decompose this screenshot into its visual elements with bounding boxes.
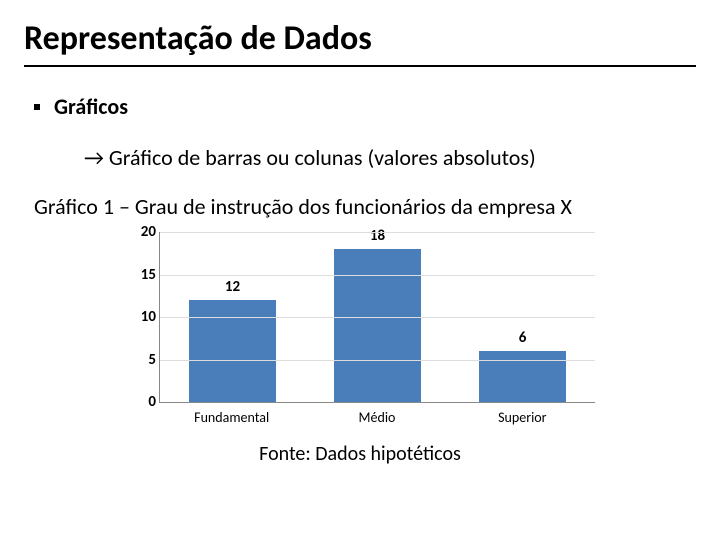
title-underline: [24, 65, 696, 67]
chart-y-tick: 5: [132, 351, 156, 369]
chart-caption: Gráfico 1 – Grau de instrução dos funcio…: [34, 193, 720, 220]
chart-y-tick: 15: [132, 266, 156, 284]
chart-gridline: [160, 360, 595, 361]
chart-bar: [334, 249, 421, 402]
bar-chart: 12186 05101520 FundamentalMédioSuperior: [125, 232, 595, 426]
chart-bar-value: 12: [225, 278, 240, 296]
chart-bar: [189, 300, 276, 402]
chart-gridline: [160, 275, 595, 276]
bullet-label: Gráficos: [54, 93, 128, 120]
chart-y-tick: 20: [132, 223, 156, 241]
bullet-graficos: Gráficos: [34, 93, 720, 120]
arrow-right-icon: →: [84, 144, 104, 171]
arrow-line-text: Gráfico de barras ou colunas (valores ab…: [109, 144, 536, 171]
chart-x-label: Médio: [304, 403, 449, 426]
chart-bar-slot: 12: [160, 278, 305, 402]
chart-y-tick: 0: [132, 393, 156, 411]
chart-x-labels: FundamentalMédioSuperior: [159, 403, 595, 426]
chart-source: Fonte: Dados hipotéticos: [0, 442, 720, 466]
chart-bar-slot: 6: [450, 329, 595, 402]
arrow-line: → Gráfico de barras ou colunas (valores …: [84, 144, 720, 171]
chart-gridline: [160, 232, 595, 233]
slide: Representação de Dados Gráficos → Gráfic…: [0, 0, 720, 540]
chart-x-label: Fundamental: [159, 403, 304, 426]
page-title: Representação de Dados: [0, 0, 720, 65]
chart-x-label: Superior: [450, 403, 595, 426]
bullet-dot-icon: [34, 104, 40, 110]
chart-bar-slot: 18: [305, 227, 450, 402]
chart-bar-value: 6: [519, 329, 527, 347]
chart-gridline: [160, 317, 595, 318]
chart-bar-value: 18: [370, 227, 385, 245]
chart-plot-area: 12186 05101520: [159, 232, 595, 403]
chart-y-tick: 10: [132, 308, 156, 326]
